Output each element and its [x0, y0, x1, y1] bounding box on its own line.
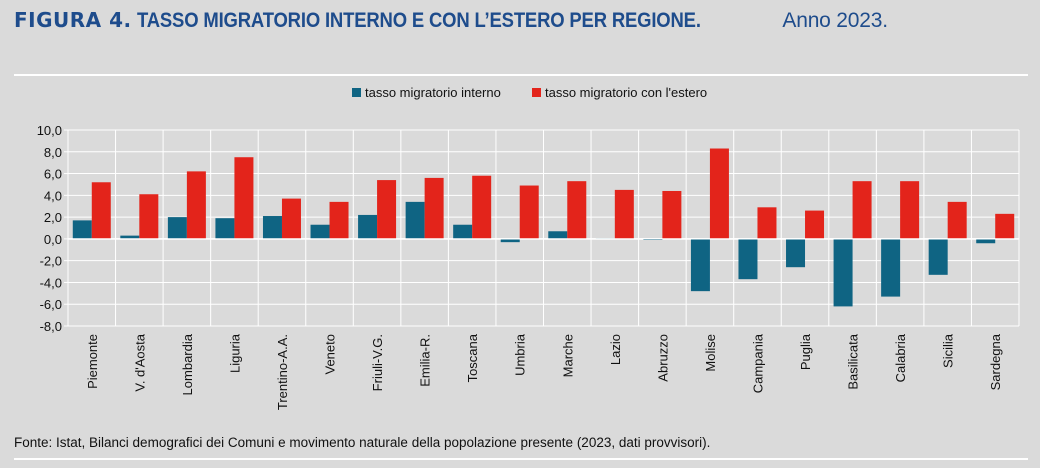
bars	[68, 148, 1019, 307]
bar-interno-campania	[738, 238, 758, 280]
bar-interno-friuli-v-g	[358, 214, 378, 239]
legend-swatch-interno	[352, 88, 361, 97]
y-tick-label: 6,0	[44, 167, 62, 182]
bar-estero-veneto	[329, 201, 349, 239]
top-divider	[14, 74, 1028, 76]
bar-interno-puglia	[786, 238, 806, 268]
bar-estero-trentino-a-a	[281, 198, 301, 239]
x-tick-label: Liguria	[227, 333, 242, 373]
x-tick-label: Calabria	[893, 333, 908, 382]
x-tick-label: Piemonte	[85, 334, 100, 389]
bar-interno-lombardia	[167, 217, 187, 239]
y-tick-label: 10,0	[37, 123, 62, 138]
bar-estero-toscana	[472, 175, 492, 239]
bar-interno-piemonte	[72, 220, 92, 239]
bar-estero-basilicata	[852, 181, 872, 239]
x-tick-label: Sicilia	[941, 333, 956, 368]
bar-interno-marche	[548, 231, 568, 239]
y-tick-label: 8,0	[44, 145, 62, 160]
bar-estero-abruzzo	[662, 190, 682, 239]
x-tick-label: Friuli-V.G.	[370, 334, 385, 391]
bar-estero-sicilia	[947, 201, 967, 239]
y-tick-label: 0,0	[44, 232, 62, 247]
legend-swatch-estero	[532, 88, 541, 97]
x-tick-label: Puglia	[798, 333, 813, 370]
y-tick-label: -2,0	[40, 254, 62, 269]
x-tick-label: Sardegna	[988, 333, 1003, 390]
bar-interno-emilia-r	[405, 201, 425, 239]
bar-estero-friuli-v-g	[377, 180, 397, 239]
x-tick-label: Veneto	[323, 334, 338, 375]
bar-estero-puglia	[805, 210, 825, 239]
x-tick-label: Molise	[703, 334, 718, 372]
y-tick-label: -6,0	[40, 297, 62, 312]
bar-estero-lazio	[614, 189, 634, 239]
y-tick-label: -8,0	[40, 319, 62, 334]
x-tick-label: Lazio	[608, 334, 623, 365]
y-tick-label: 2,0	[44, 210, 62, 225]
x-tick-label: Campania	[750, 333, 765, 393]
bar-estero-v-d-aosta	[139, 194, 159, 239]
x-tick-label: Toscana	[465, 333, 480, 382]
x-tick-label: Lombardia	[180, 333, 195, 395]
x-tick-label: Emilia-R.	[418, 334, 433, 387]
bar-estero-emilia-r	[424, 177, 444, 239]
x-tick-label: Abruzzo	[655, 334, 670, 382]
bar-interno-sardegna	[976, 238, 996, 244]
bar-estero-sardegna	[995, 213, 1015, 239]
bar-interno-toscana	[453, 224, 473, 239]
x-tick-label: Marche	[560, 334, 575, 377]
bar-interno-v-d-aosta	[120, 235, 140, 239]
source-note: Fonte: Istat, Bilanci demografici dei Co…	[14, 435, 711, 450]
x-tick-label: Umbria	[513, 333, 528, 376]
x-tick-label: Basilicata	[846, 333, 861, 389]
bar-estero-molise	[709, 148, 729, 239]
x-tick-label: V. d'Aosta	[132, 333, 147, 391]
bar-interno-sicilia	[928, 238, 948, 275]
bar-estero-lombardia	[186, 171, 206, 239]
bar-interno-veneto	[310, 224, 330, 239]
bar-estero-calabria	[900, 181, 920, 239]
grid	[68, 129, 1020, 327]
chart-title: FIGURA 4. TASSO MIGRATORIO INTERNO E CON…	[14, 8, 888, 33]
x-tick-label: Trentino-A.A.	[275, 334, 290, 410]
bar-chart: tasso migratorio interno tasso migratori…	[37, 85, 1020, 410]
legend: tasso migratorio interno tasso migratori…	[352, 85, 707, 100]
bar-interno-umbria	[500, 238, 520, 243]
y-tick-label: 4,0	[44, 188, 62, 203]
bar-estero-marche	[567, 181, 587, 239]
bar-interno-trentino-a-a	[262, 216, 282, 239]
bar-estero-piemonte	[91, 182, 111, 239]
bar-estero-umbria	[519, 185, 539, 239]
y-tick-label: -4,0	[40, 275, 62, 290]
bar-estero-campania	[757, 207, 777, 239]
title-year: Anno 2023.	[782, 9, 888, 32]
title-text: TASSO MIGRATORIO INTERNO E CON L’ESTERO …	[137, 9, 702, 32]
y-axis: 10,0 8,0 6,0 4,0 2,0 0,0 -2,0 -4,0 -6,0 -8,0	[37, 123, 69, 334]
bar-interno-basilicata	[833, 238, 853, 307]
bar-interno-liguria	[215, 218, 235, 239]
figure-label: FIGURA 4.	[14, 8, 132, 32]
x-axis: Piemonte V. d'Aosta Lombardia Liguria Trenti…	[85, 333, 1003, 410]
legend-label-interno: tasso migratorio interno	[365, 85, 501, 100]
legend-label-estero: tasso migratorio con l'estero	[545, 85, 707, 100]
bar-estero-liguria	[234, 157, 254, 239]
bar-interno-calabria	[881, 238, 901, 297]
bar-interno-molise	[690, 238, 710, 292]
bottom-divider	[14, 458, 1028, 460]
